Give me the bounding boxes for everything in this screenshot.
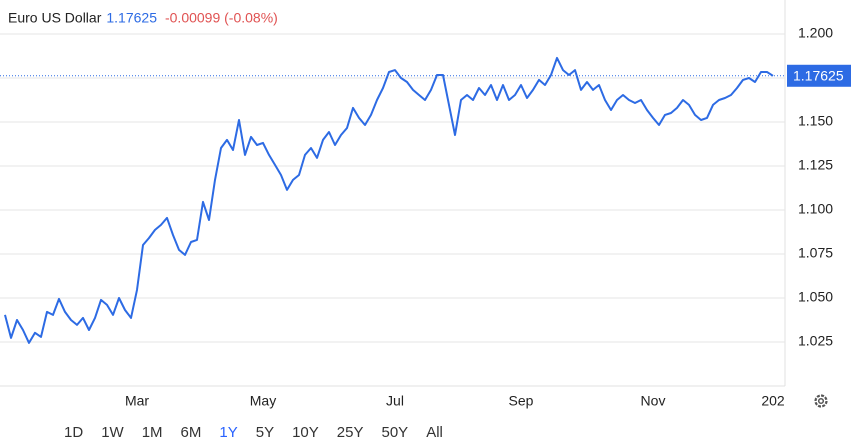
- y-tick-label: 1.050: [798, 289, 833, 305]
- range-button[interactable]: 1D: [64, 424, 83, 441]
- range-button[interactable]: 50Y: [382, 424, 409, 441]
- range-button[interactable]: 1W: [101, 424, 124, 441]
- x-tick-label: Sep: [509, 393, 534, 409]
- last-price: 1.17625: [106, 10, 157, 26]
- x-tick-label: Jul: [386, 393, 404, 409]
- range-button[interactable]: 10Y: [292, 424, 319, 441]
- range-button[interactable]: 25Y: [337, 424, 364, 441]
- last-price-tag: [787, 64, 851, 87]
- y-tick-label: 1.150: [798, 113, 833, 129]
- range-button[interactable]: All: [426, 424, 443, 441]
- price-change: -0.00099 (-0.08%): [165, 10, 278, 26]
- y-tick-label: 1.200: [798, 25, 833, 41]
- range-button[interactable]: 5Y: [256, 424, 274, 441]
- y-tick-label: 1.100: [798, 201, 833, 217]
- range-button[interactable]: 6M: [181, 424, 202, 441]
- price-line: [4, 56, 774, 344]
- x-tick-label: Mar: [125, 393, 149, 409]
- y-tick-label: 1.075: [798, 245, 833, 261]
- y-tick-label: 1.025: [798, 333, 833, 349]
- settings-icon[interactable]: [814, 394, 828, 408]
- x-tick-label: May: [250, 393, 276, 409]
- chart-title: Euro US Dollar: [8, 10, 102, 26]
- x-tick-label: 202: [761, 393, 785, 409]
- last-price-tag-label: 1.17625: [793, 67, 844, 83]
- range-button[interactable]: 1M: [142, 424, 163, 441]
- x-tick-label: Nov: [641, 393, 666, 409]
- y-tick-label: 1.125: [798, 157, 833, 173]
- range-button[interactable]: 1Y: [219, 424, 237, 441]
